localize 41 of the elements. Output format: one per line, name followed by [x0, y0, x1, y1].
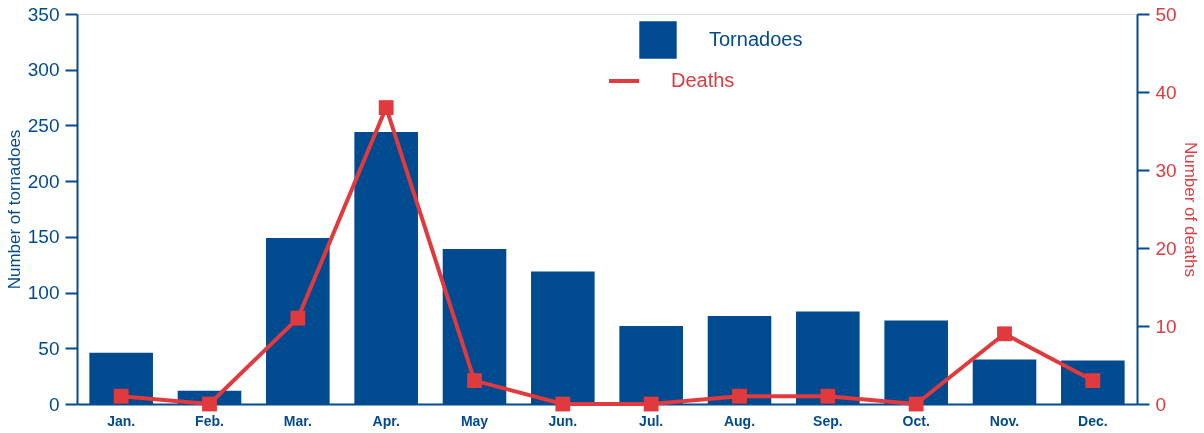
- y2-tick-label: 0: [1155, 393, 1167, 415]
- legend-label: Deaths: [671, 69, 735, 91]
- x-tick-label: Nov.: [989, 412, 1020, 429]
- y2-tick-label: 20: [1155, 237, 1177, 259]
- y-tick-label: 250: [27, 114, 60, 136]
- x-tick-label: Jun.: [548, 412, 578, 429]
- point: [732, 388, 747, 404]
- y-tick-label: 100: [27, 282, 60, 304]
- x-tick-label: Aug.: [723, 412, 756, 429]
- legend-label: Tornadoes: [709, 28, 803, 50]
- y-axis-title: Number of tornadoes: [4, 129, 24, 290]
- x-tick-label: Apr.: [372, 412, 400, 429]
- point: [378, 100, 394, 116]
- y2-axis-title: Number of deaths: [1180, 141, 1200, 278]
- y-tick-label: 350: [27, 3, 60, 25]
- y-tick-label: 150: [27, 226, 60, 248]
- point: [202, 396, 217, 412]
- x-tick-label: Jan.: [107, 412, 136, 429]
- y-tick-label: 0: [48, 393, 60, 415]
- x-tick-label: Sep.: [813, 412, 843, 429]
- y2-tick-label: 40: [1155, 81, 1177, 103]
- y-tick-label: 200: [27, 170, 60, 192]
- x-tick-label: Oct.: [902, 412, 930, 429]
- x-tick-label: Mar.: [283, 412, 312, 429]
- x-tick-label: May: [460, 412, 489, 429]
- x-tick-label: Dec.: [1078, 412, 1108, 429]
- y-tick-label: 50: [38, 337, 60, 359]
- point: [290, 310, 306, 326]
- point: [467, 373, 482, 389]
- x-tick-label: Jul.: [639, 412, 664, 429]
- x-tick-label: Feb.: [195, 412, 224, 429]
- point: [113, 388, 129, 404]
- point: [820, 388, 836, 404]
- point: [643, 396, 659, 412]
- y2-tick-label: 10: [1155, 315, 1177, 337]
- point: [997, 326, 1012, 342]
- y2-tick-label: 30: [1155, 159, 1177, 181]
- y-tick-label: 300: [27, 59, 60, 81]
- point: [555, 396, 571, 412]
- point: [908, 396, 924, 412]
- y2-tick-label: 50: [1155, 3, 1177, 25]
